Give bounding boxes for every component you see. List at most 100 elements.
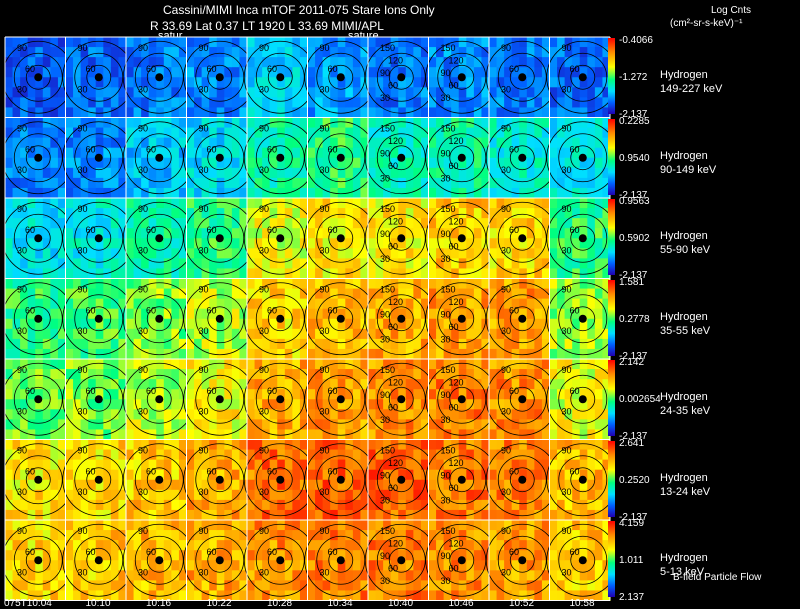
contour-label: 60 — [25, 547, 35, 557]
x-tick-label: 075T10:04 — [4, 598, 52, 609]
contour-label: 30 — [501, 165, 511, 175]
contour-label: 90 — [199, 204, 209, 214]
species-label: Hydrogen 35-55 keV — [660, 310, 710, 338]
heatmap-panel: 90 60 30 — [243, 37, 317, 118]
contour-label: 60 — [25, 225, 35, 235]
contour-label: 30 — [380, 174, 390, 184]
colorbar — [608, 199, 615, 275]
contour-label: 30 — [78, 407, 88, 417]
contour-label: 30 — [380, 496, 390, 506]
species-label: Hydrogen 24-35 keV — [660, 390, 710, 418]
contour-label: 60 — [86, 386, 96, 396]
colorbar-value: 2.137 — [619, 592, 645, 603]
heatmap-panel: 90 60 30 — [183, 278, 257, 360]
contour-label: 90 — [199, 365, 209, 375]
heatmap-panel: 90 60 30 — [1, 359, 75, 440]
contour-label: 60 — [86, 64, 96, 74]
heatmap-panel: 90 60 30 — [1, 198, 75, 279]
contour-label: 30 — [320, 165, 330, 175]
contour-label: 30 — [380, 93, 390, 103]
contour-label: 150 — [441, 124, 456, 134]
species-name: Hydrogen — [660, 69, 708, 81]
species-label: Hydrogen 13-24 keV — [660, 471, 710, 499]
contour-label: 90 — [441, 229, 451, 239]
colorbar-value: 0.2778 — [619, 313, 650, 325]
contour-label: 90 — [259, 526, 269, 536]
contour-label: 60 — [207, 225, 217, 235]
colorbar-value: 2.142 — [619, 357, 645, 368]
colorbar-value: 4.159 — [619, 518, 645, 529]
heatmap-panel: 90 60 30 — [546, 198, 620, 279]
units-sublabel: (cm²-sr-s-keV)⁻¹ — [670, 18, 743, 29]
title-line-2: R 33.69 Lat 0.37 LT 1920 L 33.69 MIMI/AP… — [150, 19, 384, 33]
contour-label: 90 — [501, 43, 511, 53]
energy-range: 90-149 keV — [660, 163, 717, 176]
contour-label: 60 — [146, 386, 156, 396]
contour-label: 30 — [17, 487, 27, 497]
contour-label: 60 — [267, 466, 277, 476]
heatmap-panel: 90 60 30 — [1, 117, 75, 199]
heatmap-panel: 90 60 30 — [183, 117, 257, 199]
contour-label: 90 — [380, 229, 390, 239]
contour-label: 90 — [380, 68, 390, 78]
colorbar — [608, 440, 615, 517]
contour-label: 90 — [441, 310, 451, 320]
contour-label: 60 — [509, 64, 519, 74]
heatmap-panel: 90 60 30 — [304, 359, 378, 440]
contour-label: 60 — [509, 225, 519, 235]
contour-label: 90 — [441, 390, 451, 400]
contour-label: 90 — [138, 204, 148, 214]
contour-label: 60 — [388, 242, 398, 252]
heatmap-panel: 150 120 90 60 30 — [425, 198, 499, 279]
colorbar-value: 1.011 — [619, 555, 644, 566]
contour-label: 90 — [78, 365, 88, 375]
contour-label: 60 — [388, 403, 398, 413]
contour-label: 90 — [562, 43, 572, 53]
contour-label: 30 — [562, 407, 572, 417]
contour-label: 90 — [199, 285, 209, 295]
title-line-1: Cassini/MIMI Inca mTOF 2011-075 Stare Io… — [163, 3, 435, 17]
colorbar-value: -2.137 — [619, 431, 648, 442]
colorbar-value: -0.4066 — [619, 35, 653, 46]
heatmap-panel: 90 60 30 — [546, 520, 620, 601]
contour-label: 90 — [259, 124, 269, 134]
contour-label: 90 — [501, 124, 511, 134]
colorbar-value: -2.137 — [619, 270, 648, 281]
contour-label: 60 — [328, 386, 338, 396]
contour-label: 30 — [562, 85, 572, 95]
contour-label: 60 — [388, 161, 398, 171]
contour-label: 150 — [380, 285, 395, 295]
contour-label: 150 — [380, 365, 395, 375]
contour-label: 30 — [138, 326, 148, 336]
contour-label: 60 — [509, 386, 519, 396]
contour-label: 30 — [199, 407, 209, 417]
contour-label: 60 — [328, 225, 338, 235]
colorbar-value: -2.137 — [619, 511, 648, 523]
contour-label: 150 — [441, 204, 456, 214]
contour-label: 90 — [17, 124, 27, 134]
contour-label: 30 — [380, 254, 390, 264]
contour-label: 30 — [78, 326, 88, 336]
contour-label: 90 — [138, 124, 148, 134]
contour-label: 120 — [449, 136, 464, 146]
contour-label: 60 — [449, 322, 459, 332]
heatmap-panel: 90 60 30 — [62, 520, 136, 601]
contour-label: 90 — [17, 446, 27, 456]
contour-label: 60 — [570, 386, 580, 396]
heatmap-panel: 90 60 30 — [1, 439, 75, 521]
colorbar-value: -2.137 — [619, 189, 648, 201]
colorbar-value: 0.9563 — [619, 196, 650, 207]
heatmap-panel: 90 60 30 — [243, 520, 317, 601]
contour-label: 60 — [388, 322, 398, 332]
contour-label: 120 — [388, 297, 403, 307]
contour-label: 60 — [207, 64, 217, 74]
contour-label: 90 — [259, 43, 269, 53]
heatmap-panel: 90 60 30 — [546, 117, 620, 199]
contour-label: 30 — [78, 165, 88, 175]
contour-label: 60 — [146, 64, 156, 74]
contour-label: 30 — [17, 407, 27, 417]
contour-label: 60 — [146, 144, 156, 154]
x-tick-label: 10:52 — [509, 598, 535, 609]
heatmap-panel: 90 60 30 — [546, 37, 620, 118]
